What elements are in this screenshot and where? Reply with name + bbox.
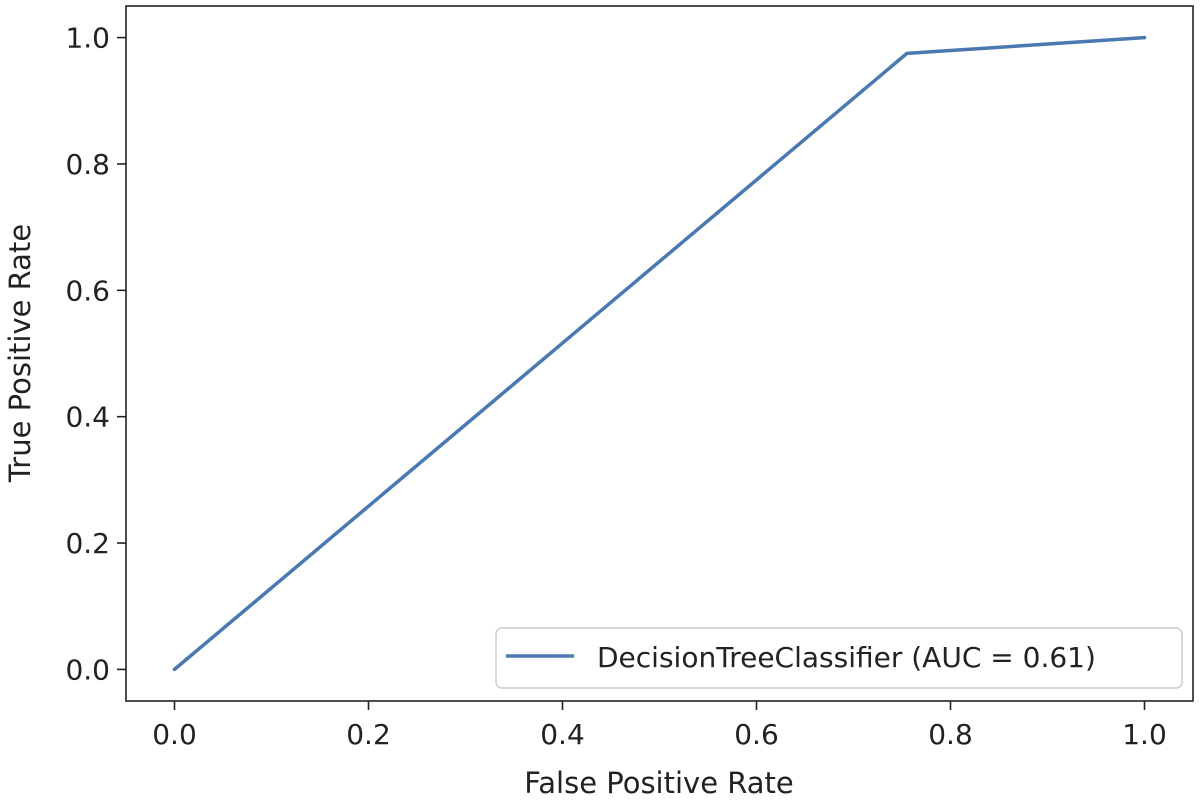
x-tick-label: 0.4 bbox=[540, 718, 585, 751]
legend: DecisionTreeClassifier (AUC = 0.61) bbox=[495, 627, 1183, 689]
roc-curve-line bbox=[172, 35, 1147, 672]
legend-entry-label: DecisionTreeClassifier (AUC = 0.61) bbox=[597, 641, 1096, 674]
x-axis-label: False Positive Rate bbox=[524, 766, 794, 800]
y-tick-label: 0.2 bbox=[65, 527, 110, 560]
x-tick-label: 0.0 bbox=[152, 718, 197, 751]
x-tick-label: 0.6 bbox=[734, 718, 779, 751]
y-tick-label: 0.8 bbox=[65, 148, 110, 181]
x-tick-label: 0.8 bbox=[928, 718, 973, 751]
x-tick-label: 1.0 bbox=[1122, 718, 1167, 751]
y-tick-label: 1.0 bbox=[65, 22, 110, 55]
legend-box bbox=[495, 627, 1183, 689]
y-axis-label: True Positive Rate bbox=[3, 224, 37, 483]
series-layer bbox=[172, 35, 1147, 672]
plot-frame bbox=[125, 5, 1194, 702]
y-tick-label: 0.6 bbox=[65, 274, 110, 307]
x-tick-label: 0.2 bbox=[346, 718, 391, 751]
ticks-layer: 0.0 0.2 0.4 0.6 0.8 1.0 0.0 0.2 0.4 0.6 0.8 1.0 bbox=[65, 22, 1166, 751]
y-tick-label: 0.0 bbox=[65, 653, 110, 686]
y-tick-label: 0.4 bbox=[65, 401, 110, 434]
